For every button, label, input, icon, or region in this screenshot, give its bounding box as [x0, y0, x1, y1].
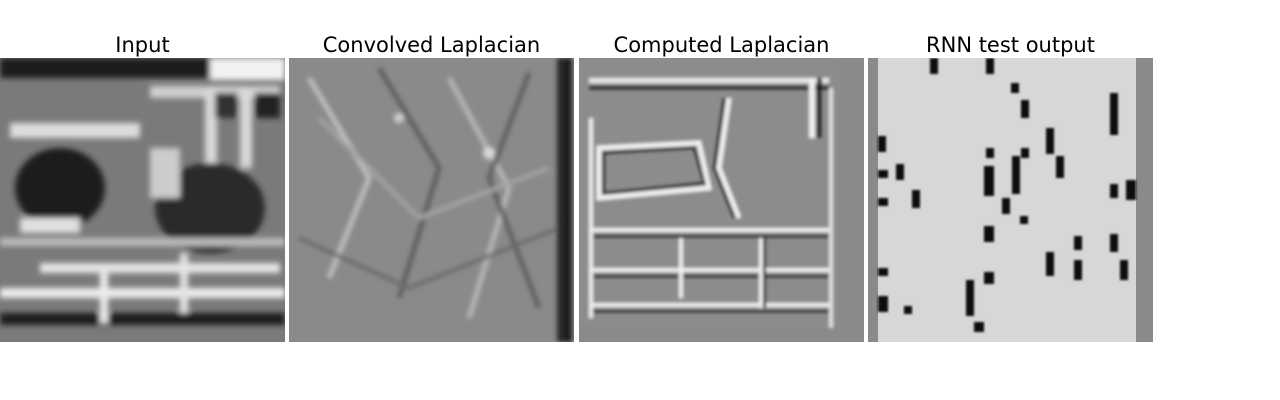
panel-title-input: Input — [115, 33, 170, 57]
panel-computed-laplacian: Computed Laplacian — [579, 0, 864, 342]
panel-title-convolved-laplacian: Convolved Laplacian — [322, 33, 541, 57]
panel-title-rnn-test-output: RNN test output — [926, 33, 1095, 57]
input-image — [0, 58, 285, 342]
panel-convolved-laplacian: Convolved Laplacian — [289, 0, 574, 342]
computed-laplacian-image — [579, 58, 864, 342]
convolved-laplacian-image — [289, 58, 574, 342]
rnn-test-output-image — [868, 58, 1153, 342]
panel-rnn-test-output: RNN test output — [868, 0, 1153, 342]
panel-title-computed-laplacian: Computed Laplacian — [613, 33, 830, 57]
panel-input: Input — [0, 0, 285, 342]
